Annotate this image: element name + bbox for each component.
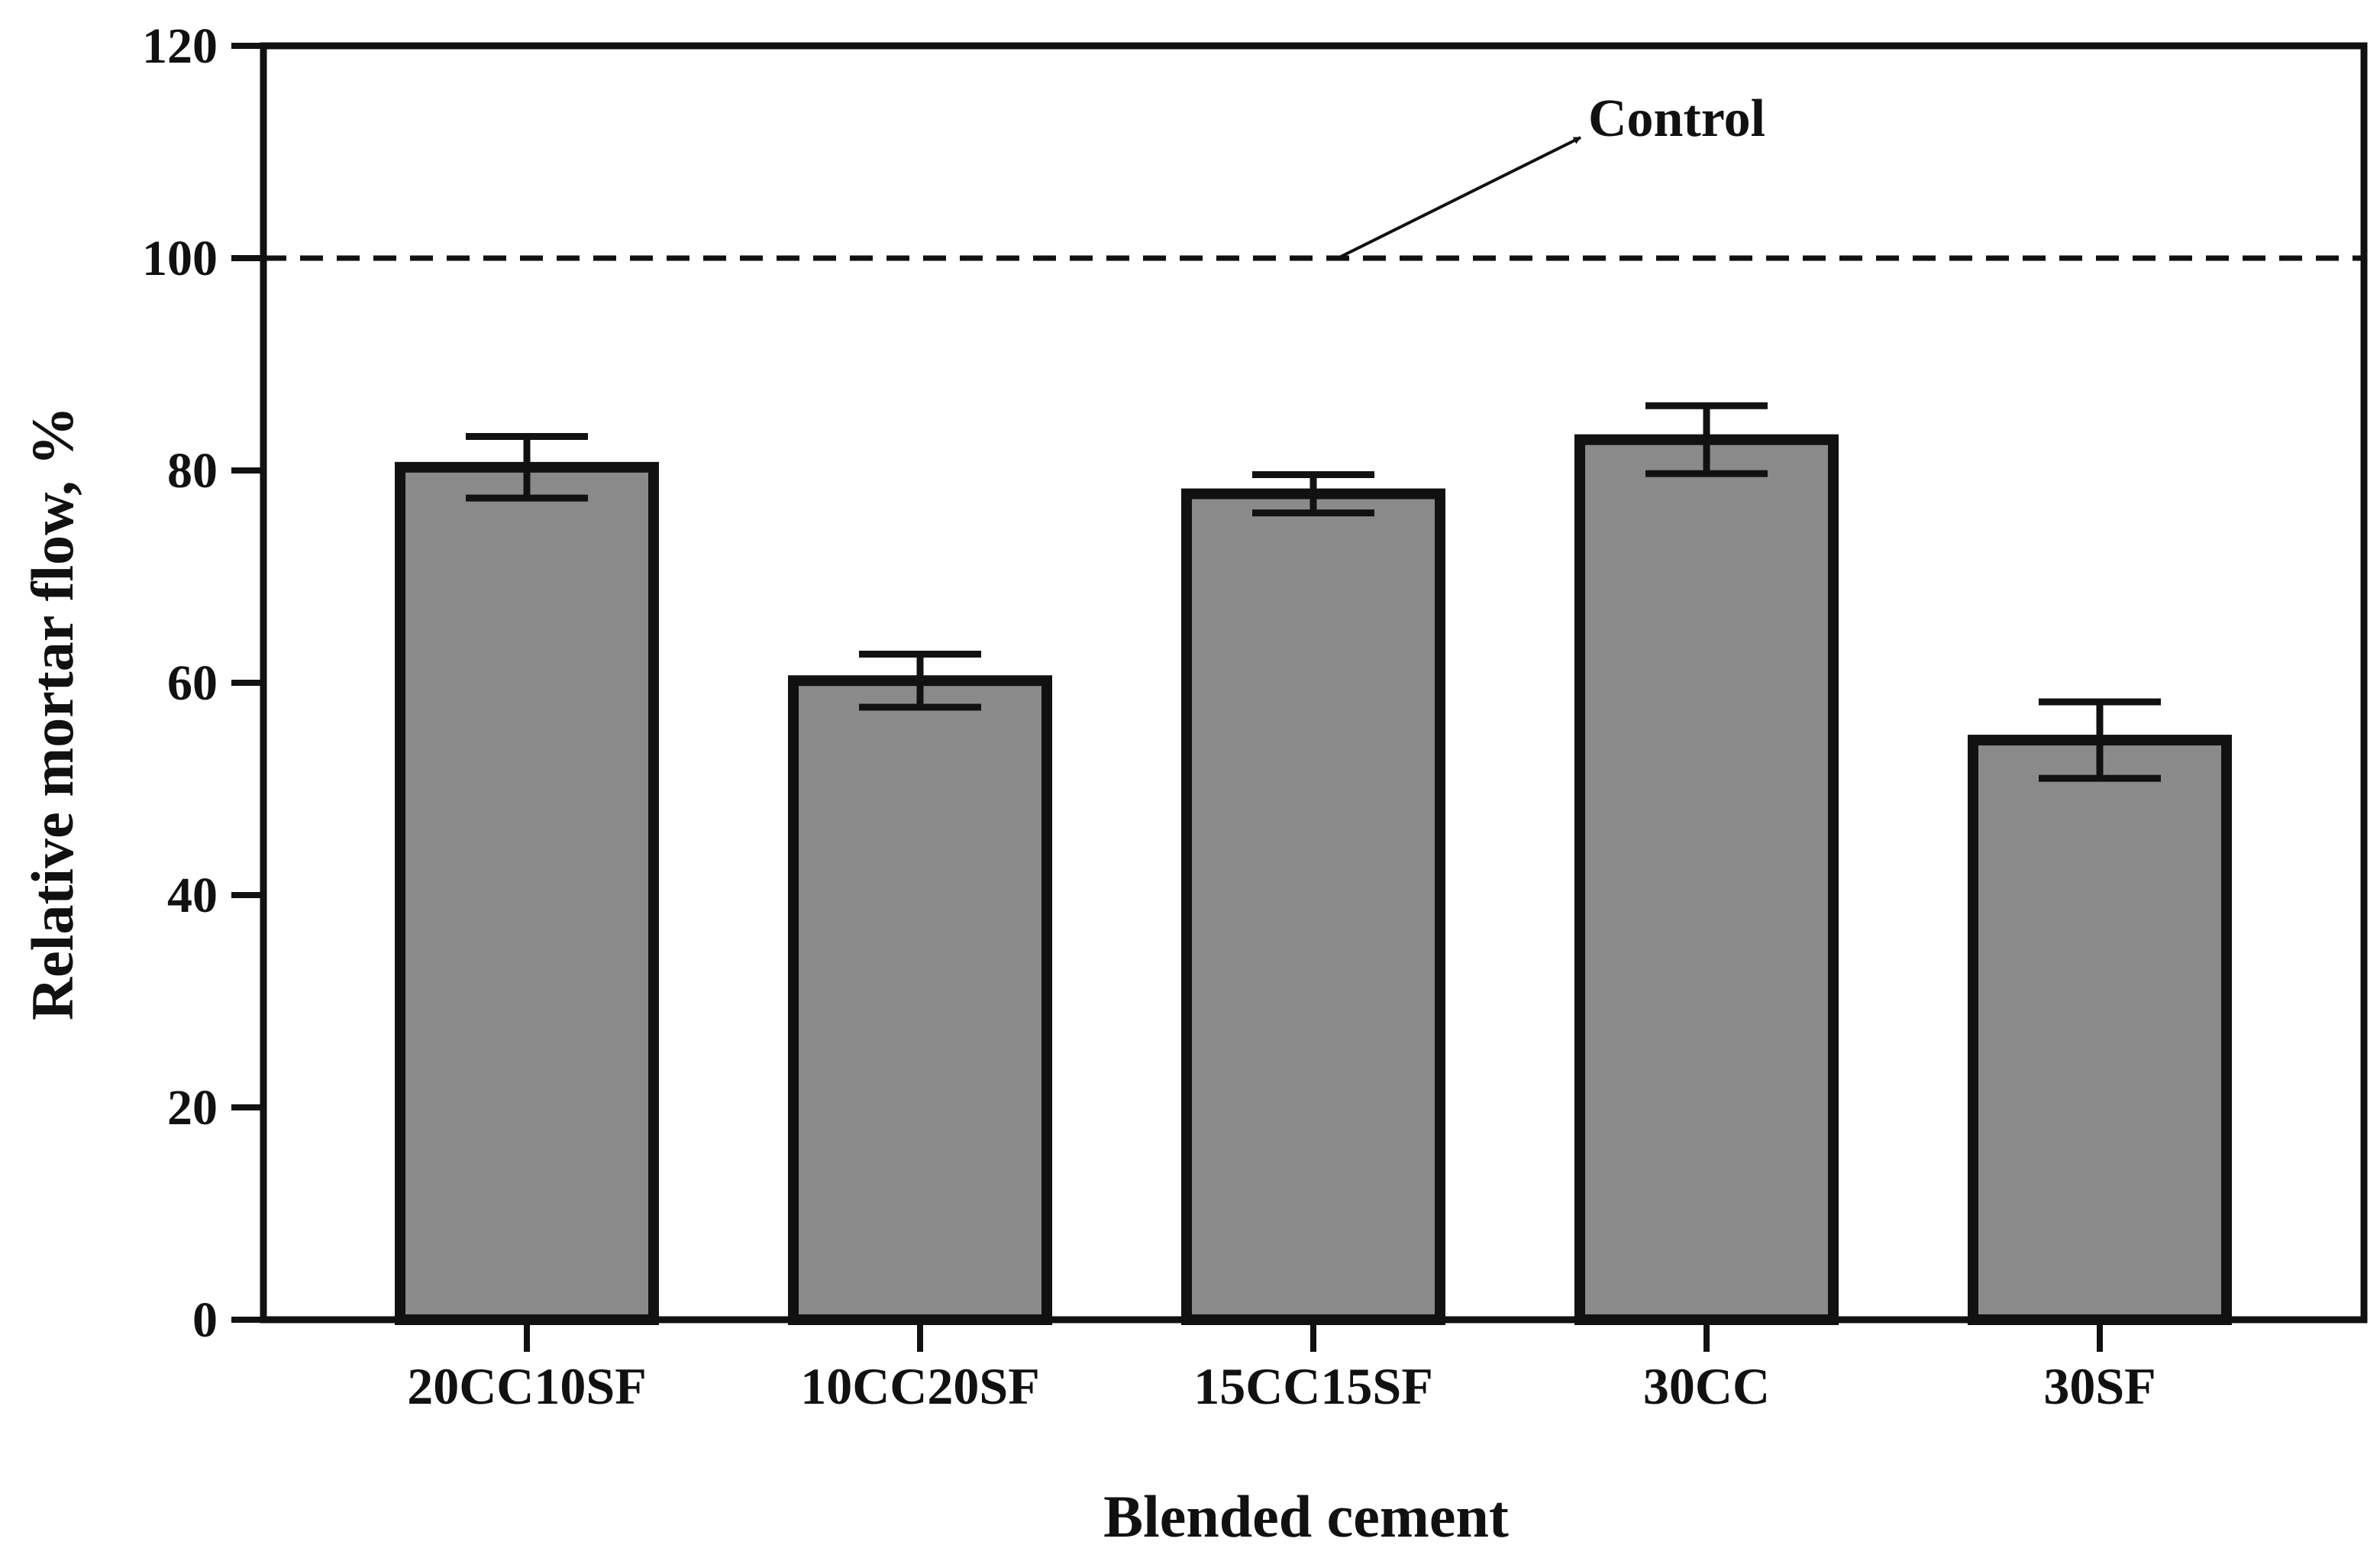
error-bars-layer [466,402,2161,782]
error-bar-30SF [2039,698,2161,782]
y-tick-label: 100 [142,231,218,286]
error-bar-10CC20SF [859,650,981,711]
bar-10CC20SF [788,675,1052,1325]
error-bar-20CC10SF [466,433,588,502]
bar-15CC15SF [1181,488,1445,1326]
x-tick-label: 30SF [2043,1357,2156,1415]
bars-layer [395,434,2232,1326]
y-axis-title: Relative mortar flow, % [19,406,86,1020]
x-axis-ticks: 20CC10SF 10CC20SF 15CC15SF 30CC 30SF [407,1320,2156,1415]
y-tick-label: 120 [142,18,218,74]
y-axis-ticks: 0 20 40 60 80 100 120 [142,18,263,1348]
y-tick-label: 40 [167,868,218,923]
x-tick-label: 30CC [1643,1357,1770,1415]
y-tick-label: 60 [167,655,218,711]
y-tick-label: 0 [192,1292,218,1348]
x-tick-label: 20CC10SF [407,1357,647,1415]
bar-30SF [1968,735,2232,1325]
error-bar-15CC15SF [1252,471,1374,517]
control-annotation-arrow [1337,136,1581,260]
y-tick-label: 80 [167,443,218,499]
y-tick-label: 20 [167,1080,218,1136]
error-bar-30CC [1645,402,1768,477]
x-tick-label: 10CC20SF [800,1357,1040,1415]
x-tick-label: 15CC15SF [1193,1357,1433,1415]
control-annotation-label: Control [1588,89,1765,148]
bar-20CC10SF [395,461,659,1326]
bar-30CC [1574,434,1839,1326]
x-axis-title: Blended cement [1103,1483,1509,1550]
